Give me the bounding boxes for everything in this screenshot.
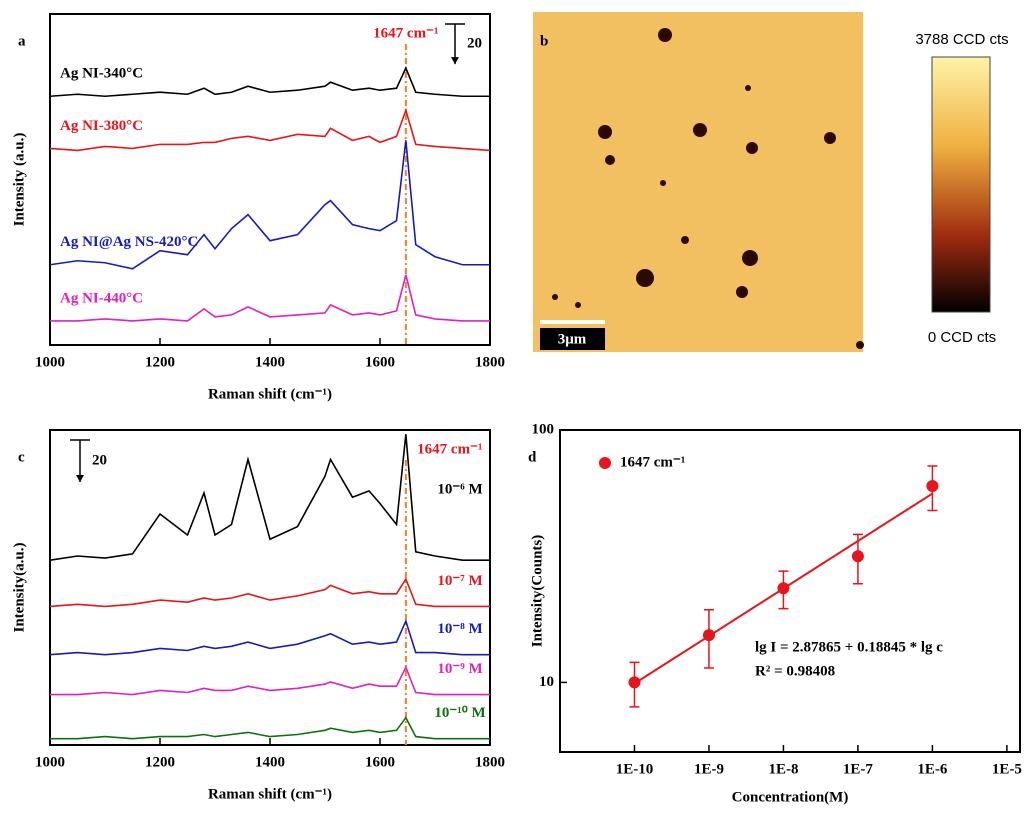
- scale-bar-arrow: [451, 57, 459, 64]
- series-label: 10⁻⁹ M: [437, 661, 482, 677]
- x-tick-label: 1600: [365, 354, 395, 370]
- x-tick-label: 1E-6: [917, 761, 948, 777]
- data-point: [926, 480, 938, 492]
- x-tick-label: 1000: [35, 354, 65, 370]
- panel-label: d: [528, 449, 537, 465]
- data-point: [777, 582, 789, 594]
- series-label: 10⁻¹⁰ M: [434, 705, 485, 721]
- scale-bar-arrow: [76, 475, 84, 482]
- spectrum-line: [50, 621, 490, 655]
- colorbar-min-label: 0 CCD cts: [928, 329, 996, 346]
- x-tick-label: 1200: [145, 754, 175, 770]
- data-point: [628, 676, 640, 688]
- series-label: 10⁻⁸ M: [437, 621, 482, 637]
- legend-marker: [599, 457, 611, 469]
- x-tick-label: 1E-8: [768, 761, 798, 777]
- map-image: [533, 12, 863, 352]
- spectrum-line: [50, 579, 490, 606]
- colorbar: [932, 57, 990, 312]
- x-tick-label: 1E-5: [992, 761, 1022, 777]
- y-axis-label: Intensity(a.u.): [11, 542, 27, 632]
- plot-frame: [560, 430, 1020, 752]
- x-tick-label: 1200: [145, 354, 175, 370]
- series-label: 10⁻⁶ M: [437, 482, 482, 498]
- x-axis-label: Concentration(M): [732, 789, 849, 805]
- annotation: R² = 0.98408: [755, 663, 835, 679]
- series-label: 10⁻⁷ M: [437, 573, 482, 589]
- panel-label: c: [18, 449, 25, 465]
- panel-label: b: [540, 33, 548, 49]
- x-axis-label: Raman shift (cm⁻¹): [208, 386, 332, 402]
- data-point: [852, 550, 864, 562]
- y-axis-label: Intensity (a.u.): [11, 133, 27, 227]
- legend-label: 1647 cm⁻¹: [620, 454, 685, 470]
- x-axis-label: Raman shift (cm⁻¹): [208, 786, 332, 802]
- scale-bar-label: 20: [467, 35, 482, 51]
- x-tick-label: 1600: [365, 754, 395, 770]
- spectrum-line: [50, 718, 490, 739]
- scale-bar-label: 20: [92, 452, 107, 468]
- map-panel: b 3μm 3788 CCD cts 0 CCD cts: [533, 12, 1009, 352]
- x-tick-label: 1E-7: [843, 761, 874, 777]
- series-label: Ag NI-340°C: [60, 66, 143, 82]
- x-tick-label: 1E-9: [694, 761, 724, 777]
- series-label: Ag NI-380°C: [60, 118, 143, 134]
- x-tick-label: 1800: [475, 354, 505, 370]
- y-tick-label: 10: [539, 674, 554, 690]
- x-tick-label: 1E-10: [616, 761, 654, 777]
- scale-bar-label: 3μm: [558, 331, 587, 347]
- x-tick-label: 1800: [475, 754, 505, 770]
- x-tick-label: 1400: [255, 354, 285, 370]
- colorbar-max-label: 3788 CCD cts: [915, 31, 1008, 48]
- y-axis-label: Intensity(Counts): [529, 535, 545, 648]
- plot-frame: [50, 430, 490, 745]
- panel-label: a: [18, 33, 26, 49]
- series-label: Ag NI-440°C: [60, 290, 143, 306]
- series-label: Ag NI@Ag NS-420°C: [60, 234, 198, 250]
- peak-label: 1647 cm⁻¹: [417, 441, 482, 457]
- peak-label: 1647 cm⁻¹: [373, 25, 438, 41]
- data-point: [703, 629, 715, 641]
- spectrum-line: [50, 667, 490, 694]
- x-tick-label: 1400: [255, 754, 285, 770]
- annotation: lg I = 2.87865 + 0.18845 * lg c: [755, 639, 943, 655]
- x-tick-label: 1000: [35, 754, 65, 770]
- figure: b 3μm 3788 CCD cts 0 CCD cts a Raman shif…: [0, 0, 1030, 814]
- y-tick-label: 100: [532, 421, 555, 437]
